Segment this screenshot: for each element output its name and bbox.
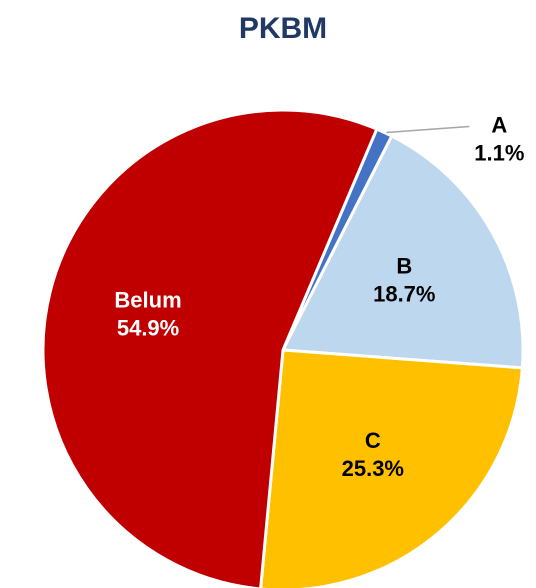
pie-slice bbox=[259, 348, 524, 588]
slice-value-label: 1.1% bbox=[474, 140, 524, 165]
leader-line bbox=[386, 125, 470, 134]
pie-slice bbox=[280, 134, 525, 370]
slice-value-label: 18.7% bbox=[373, 282, 435, 307]
pie-slice bbox=[41, 108, 379, 588]
slice-value-label: 25.3% bbox=[342, 456, 404, 481]
slice-name: Belum bbox=[114, 288, 181, 313]
chart-title: PKBM bbox=[239, 12, 327, 45]
slice-name: A bbox=[491, 112, 507, 137]
slice-value-label: 54.9% bbox=[117, 316, 179, 341]
slice-name: B bbox=[396, 254, 412, 279]
slice-name: C bbox=[365, 428, 381, 453]
